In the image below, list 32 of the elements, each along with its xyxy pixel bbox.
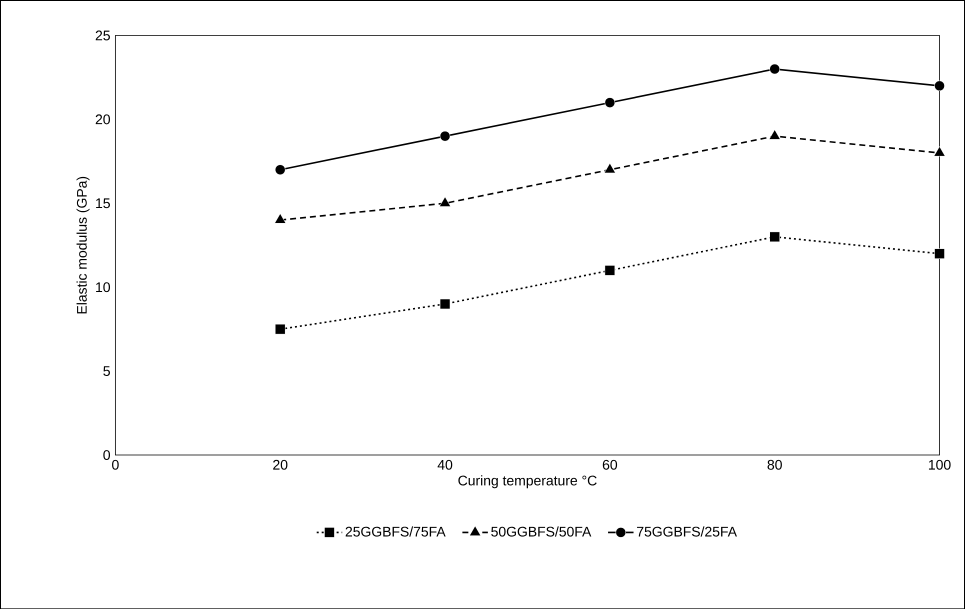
y-tick-label: 5 <box>103 366 110 376</box>
point <box>768 129 781 140</box>
y-tick-label: 25 <box>96 30 110 40</box>
legend-label: 25GGBFS/75FA <box>346 526 446 536</box>
legend-label: 50GGBFS/50FA <box>491 526 592 536</box>
point <box>769 64 780 74</box>
point <box>934 248 945 259</box>
point <box>274 213 286 224</box>
point <box>604 97 616 108</box>
y-tick-label: 10 <box>96 282 110 292</box>
y-tick-label: 20 <box>96 114 110 124</box>
x-axis-title: Curing temperature °C <box>458 475 597 488</box>
point <box>604 265 616 276</box>
point <box>274 324 286 334</box>
y-axis-title: Elastic modulus (GPa) <box>76 176 90 314</box>
point <box>769 231 780 242</box>
point <box>934 80 945 91</box>
point <box>439 196 451 207</box>
x-tick-label: 20 <box>273 460 288 470</box>
y-tick-label: 0 <box>103 450 110 460</box>
point <box>440 130 450 142</box>
x-tick-label: 80 <box>768 460 782 470</box>
point <box>274 164 286 175</box>
point <box>604 162 616 174</box>
y-tick-label: 15 <box>96 198 110 208</box>
x-tick-label: 40 <box>438 460 452 470</box>
point <box>934 146 946 156</box>
x-tick-label: 60 <box>602 460 618 470</box>
point <box>440 298 450 310</box>
x-tick-label: 100 <box>928 460 951 470</box>
x-tick-label: 0 <box>112 460 119 470</box>
legend-label: 75GGBFS/25FA <box>637 526 737 536</box>
